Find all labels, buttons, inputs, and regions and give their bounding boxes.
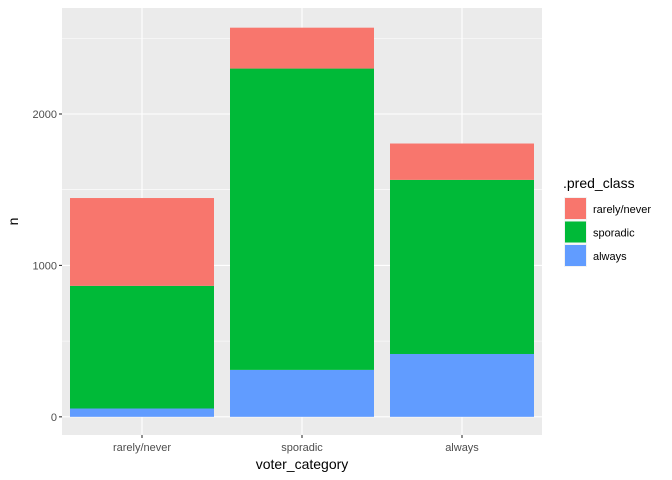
bar-segment-rarely-never-rarely-never xyxy=(70,198,214,286)
x-tick-label: rarely/never xyxy=(113,442,171,454)
bar-segment-always-rarely-never xyxy=(70,408,214,417)
bar-segment-always-always xyxy=(390,353,534,417)
y-axis: 0 1000 2000 xyxy=(33,109,62,424)
legend-label: always xyxy=(593,251,627,263)
bar-segment-sporadic-sporadic xyxy=(230,68,374,370)
y-tick-label: 0 xyxy=(51,412,57,424)
bar-segment-always-sporadic xyxy=(230,369,374,417)
legend-swatch xyxy=(565,245,586,266)
bar-segment-rarely-never-sporadic xyxy=(230,27,374,69)
legend-label: sporadic xyxy=(593,228,635,240)
y-tick-label: 2000 xyxy=(33,109,57,121)
x-axis: rarely/never sporadic always xyxy=(113,435,479,454)
y-tick-label: 1000 xyxy=(33,260,57,272)
x-axis-title: voter_category xyxy=(256,456,349,472)
x-tick-label: always xyxy=(445,442,479,454)
legend-label: rarely/never xyxy=(593,204,651,216)
legend-title: .pred_class xyxy=(563,175,635,191)
y-axis-title: n xyxy=(5,218,21,226)
bar-segment-rarely-never-always xyxy=(390,143,534,180)
legend: .pred_class rarely/never sporadic always xyxy=(563,175,651,267)
bars xyxy=(70,27,534,417)
bar-segment-sporadic-always xyxy=(390,179,534,354)
legend-swatch xyxy=(565,221,586,243)
legend-swatch xyxy=(565,198,586,219)
x-tick-label: sporadic xyxy=(281,442,323,454)
bar-segment-sporadic-rarely-never xyxy=(70,285,214,409)
